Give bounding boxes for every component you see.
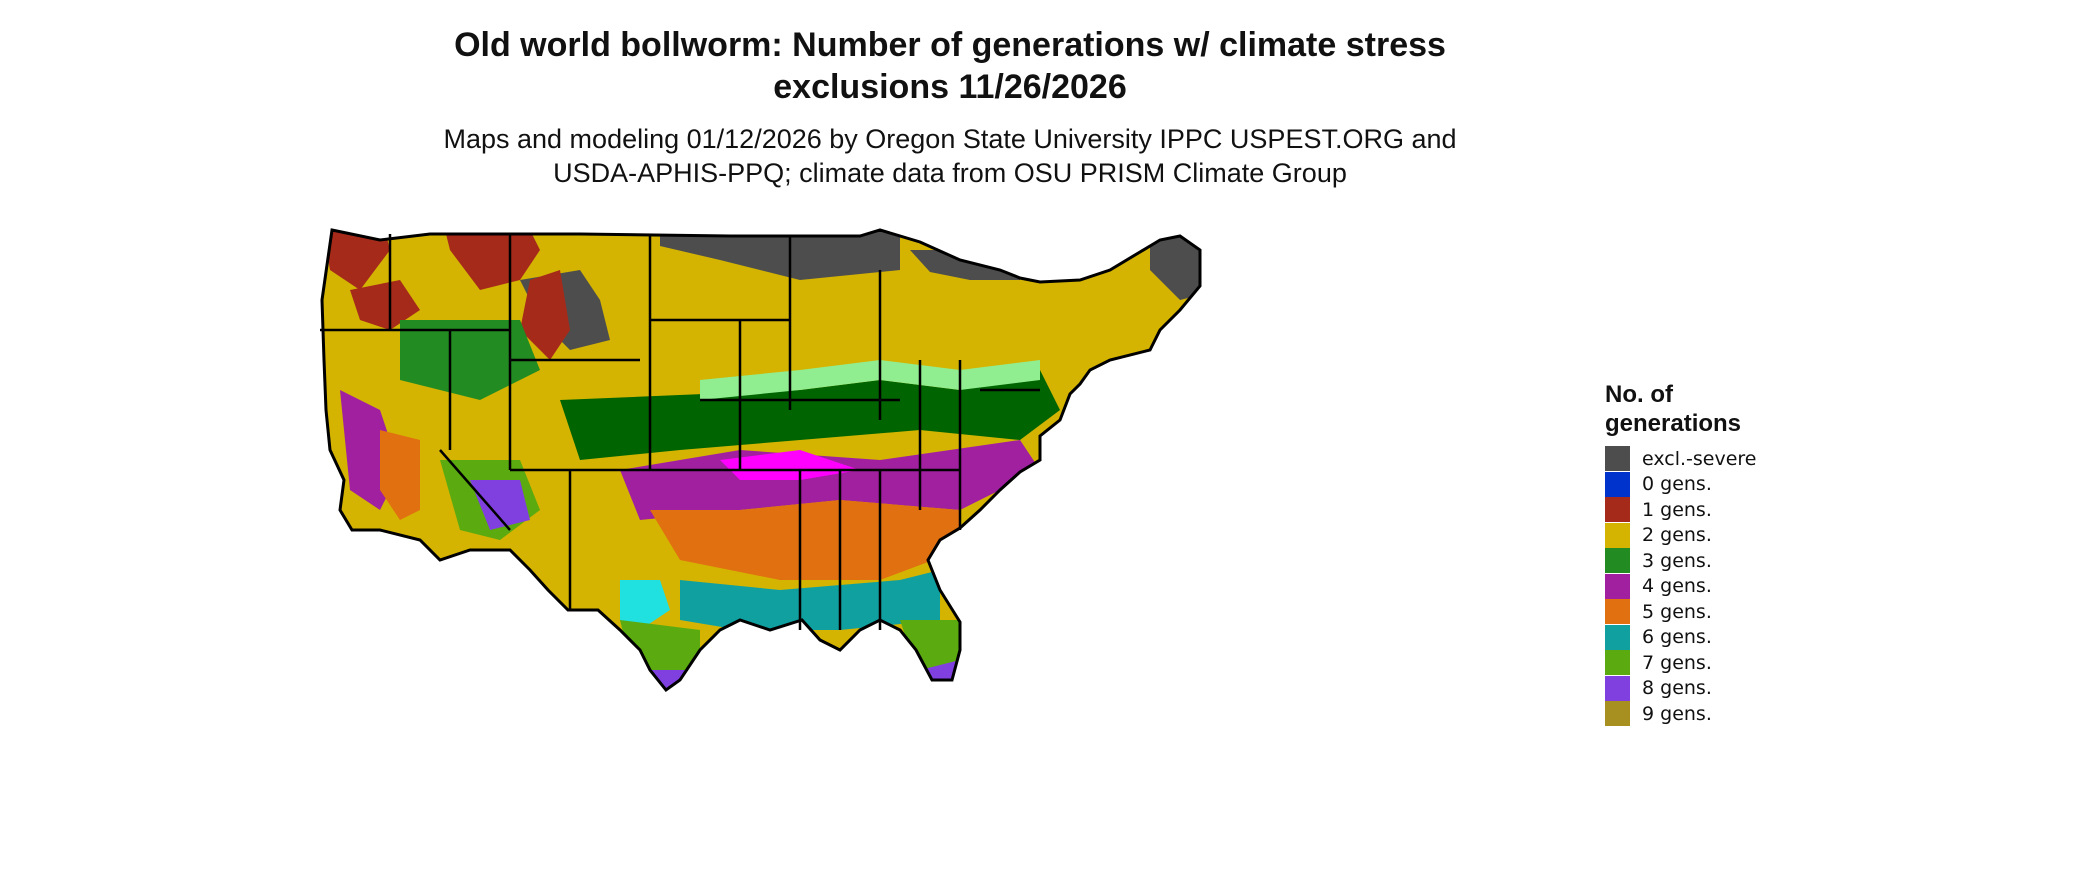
legend-item: 2 gens. <box>1605 522 1845 549</box>
map-legend: No. of generations excl.-severe 0 gens. 1 … <box>1605 380 1845 727</box>
legend-swatch <box>1605 675 1630 701</box>
legend-swatch <box>1605 446 1630 472</box>
legend-swatch <box>1605 471 1630 497</box>
legend-title-line-2: generations <box>1605 410 1742 437</box>
legend-label: 3 gens. <box>1642 549 1712 572</box>
legend-label: 8 gens. <box>1642 677 1712 700</box>
legend-title-line-1: No. of <box>1605 381 1673 408</box>
map-subtitle-line-2: USDA-APHIS-PPQ; climate data from OSU PR… <box>553 158 1347 188</box>
legend-label: 0 gens. <box>1642 473 1712 496</box>
us-generations-map <box>320 228 1202 693</box>
legend-item: 9 gens. <box>1605 701 1845 727</box>
legend-item: 6 gens. <box>1605 624 1845 651</box>
legend-swatch <box>1605 624 1630 650</box>
map-subtitle-line-1: Maps and modeling 01/12/2026 by Oregon S… <box>443 124 1457 154</box>
legend-item: 3 gens. <box>1605 548 1845 574</box>
legend-label: 4 gens. <box>1642 575 1712 598</box>
legend-swatch <box>1605 650 1630 676</box>
legend-items: excl.-severe 0 gens. 1 gens. 2 gens. 3 gens.… <box>1605 446 1845 727</box>
legend-item: 0 gens. <box>1605 471 1845 498</box>
legend-item: excl.-severe <box>1605 446 1845 472</box>
legend-item: 7 gens. <box>1605 650 1845 676</box>
legend-item: 1 gens. <box>1605 497 1845 523</box>
legend-item: 4 gens. <box>1605 573 1845 600</box>
legend-label: excl.-severe <box>1642 447 1757 470</box>
legend-swatch <box>1605 599 1630 625</box>
us-outline <box>320 228 1202 693</box>
legend-label: 7 gens. <box>1642 651 1712 674</box>
legend-swatch <box>1605 701 1630 727</box>
legend-label: 9 gens. <box>1642 702 1712 725</box>
legend-label: 5 gens. <box>1642 600 1712 623</box>
legend-label: 6 gens. <box>1642 626 1712 649</box>
legend-item: 8 gens. <box>1605 675 1845 702</box>
map-title-line-1: Old world bollworm: Number of generation… <box>454 26 1446 64</box>
legend-label: 1 gens. <box>1642 498 1712 521</box>
legend-swatch <box>1605 497 1630 523</box>
map-title-line-2: exclusions 11/26/2026 <box>773 68 1127 106</box>
legend-item: 5 gens. <box>1605 599 1845 625</box>
legend-swatch <box>1605 548 1630 574</box>
legend-swatch <box>1605 573 1630 599</box>
legend-swatch <box>1605 522 1630 548</box>
state-borders <box>320 234 1040 630</box>
legend-label: 2 gens. <box>1642 524 1712 547</box>
